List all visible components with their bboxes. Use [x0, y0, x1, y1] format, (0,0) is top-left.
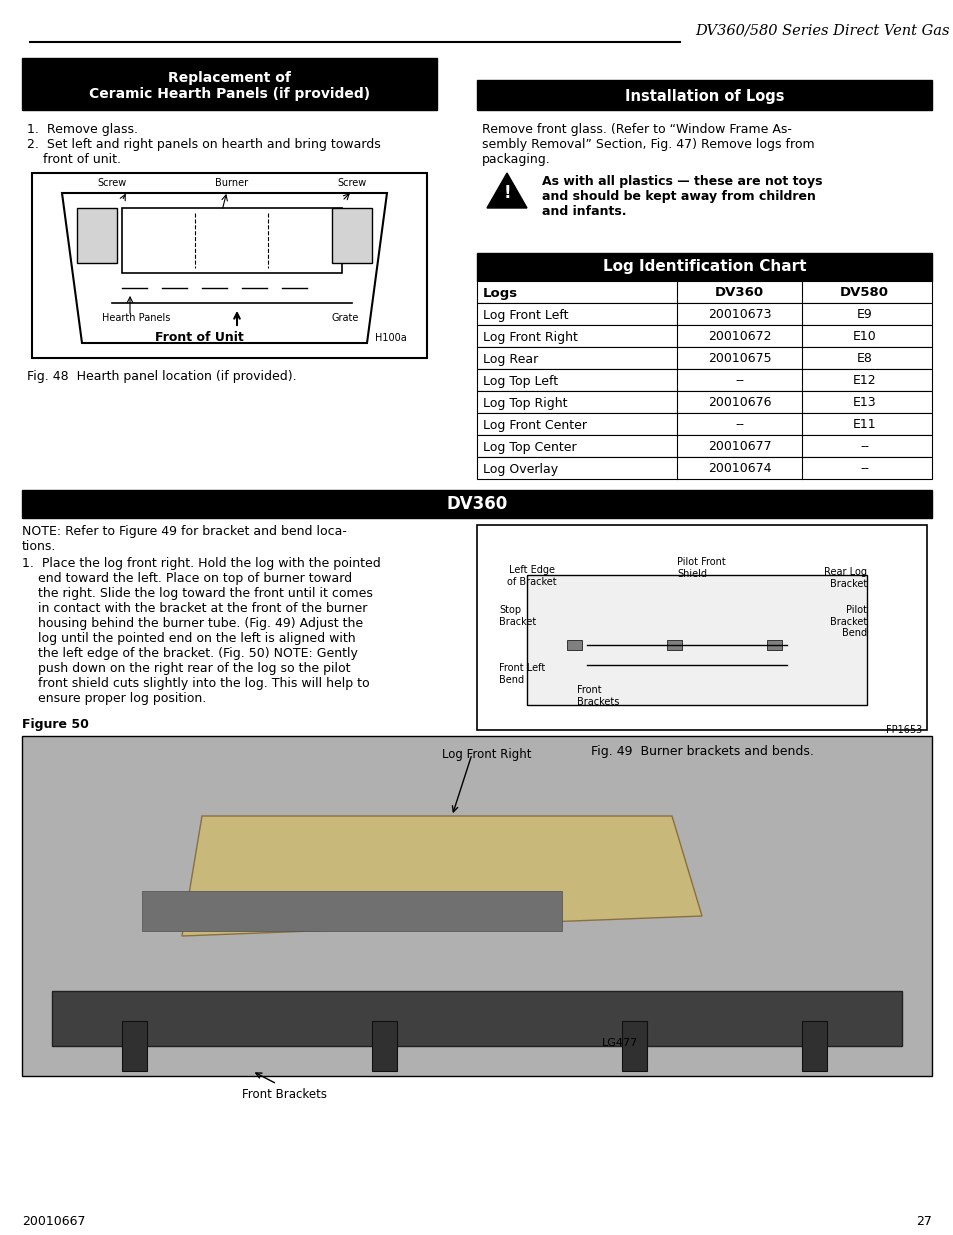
- FancyBboxPatch shape: [32, 173, 427, 358]
- FancyBboxPatch shape: [476, 457, 931, 479]
- Text: Pilot
Bracket
Bend: Pilot Bracket Bend: [829, 605, 866, 638]
- Text: 20010674: 20010674: [707, 462, 770, 475]
- Text: FP1653: FP1653: [884, 725, 921, 735]
- FancyBboxPatch shape: [142, 890, 561, 931]
- Text: DV360: DV360: [446, 495, 507, 513]
- Text: !: !: [502, 184, 510, 203]
- Polygon shape: [182, 816, 701, 936]
- Text: 20010675: 20010675: [707, 352, 771, 366]
- Polygon shape: [486, 173, 526, 207]
- Text: Installation of Logs: Installation of Logs: [624, 89, 783, 104]
- Text: 20010677: 20010677: [707, 441, 771, 453]
- FancyBboxPatch shape: [476, 412, 931, 435]
- Text: 1.  Place the log front right. Hold the log with the pointed
    end toward the : 1. Place the log front right. Hold the l…: [22, 557, 380, 705]
- Text: Log Top Center: Log Top Center: [482, 441, 576, 453]
- Text: 2.  Set left and right panels on hearth and bring towards
    front of unit.: 2. Set left and right panels on hearth a…: [27, 138, 380, 165]
- Text: Rear Log
Bracket: Rear Log Bracket: [823, 567, 866, 589]
- FancyBboxPatch shape: [476, 391, 931, 412]
- Text: Screw: Screw: [337, 178, 367, 188]
- Text: --: --: [859, 441, 868, 453]
- Text: Front Brackets: Front Brackets: [242, 1088, 327, 1100]
- FancyBboxPatch shape: [22, 736, 931, 1076]
- FancyBboxPatch shape: [22, 490, 931, 517]
- FancyBboxPatch shape: [22, 58, 436, 110]
- Text: Log Top Right: Log Top Right: [482, 396, 567, 410]
- FancyBboxPatch shape: [476, 347, 931, 369]
- FancyBboxPatch shape: [476, 80, 931, 110]
- Text: Log Rear: Log Rear: [482, 352, 537, 366]
- FancyBboxPatch shape: [476, 282, 931, 303]
- FancyBboxPatch shape: [476, 525, 926, 730]
- Text: Replacement of
Ceramic Hearth Panels (if provided): Replacement of Ceramic Hearth Panels (if…: [89, 70, 370, 101]
- Text: Grate: Grate: [332, 312, 359, 324]
- Text: E12: E12: [852, 374, 876, 388]
- FancyBboxPatch shape: [122, 207, 341, 273]
- Text: Log Front Center: Log Front Center: [482, 419, 586, 431]
- Text: Figure 50: Figure 50: [22, 718, 89, 731]
- Text: --: --: [734, 374, 743, 388]
- Text: DV360/580 Series Direct Vent Gas Fireplace: DV360/580 Series Direct Vent Gas Firepla…: [695, 23, 953, 38]
- Text: Front Left
Bend: Front Left Bend: [498, 663, 545, 684]
- Text: H100a: H100a: [375, 333, 407, 343]
- Text: Log Front Left: Log Front Left: [482, 309, 568, 321]
- Text: E9: E9: [856, 309, 871, 321]
- FancyBboxPatch shape: [566, 640, 581, 650]
- FancyBboxPatch shape: [476, 325, 931, 347]
- Text: E13: E13: [852, 396, 876, 410]
- Text: 20010672: 20010672: [707, 331, 770, 343]
- Text: DV360: DV360: [714, 287, 763, 300]
- FancyBboxPatch shape: [52, 990, 901, 1046]
- Text: --: --: [859, 462, 868, 475]
- FancyBboxPatch shape: [77, 207, 117, 263]
- Text: 27: 27: [915, 1215, 931, 1228]
- Text: Left Edge
of Bracket: Left Edge of Bracket: [507, 564, 557, 587]
- Text: Log Front Right: Log Front Right: [482, 331, 578, 343]
- Text: Pilot Front
Shield: Pilot Front Shield: [677, 557, 725, 579]
- Text: Logs: Logs: [482, 287, 517, 300]
- Text: LG477: LG477: [601, 1037, 638, 1049]
- FancyBboxPatch shape: [766, 640, 781, 650]
- FancyBboxPatch shape: [332, 207, 372, 263]
- FancyBboxPatch shape: [666, 640, 681, 650]
- Text: Remove front glass. (Refer to “Window Frame As-
sembly Removal” Section, Fig. 47: Remove front glass. (Refer to “Window Fr…: [481, 124, 814, 165]
- Text: E8: E8: [856, 352, 872, 366]
- FancyBboxPatch shape: [526, 576, 866, 705]
- Text: Screw: Screw: [97, 178, 127, 188]
- FancyBboxPatch shape: [476, 435, 931, 457]
- Text: Log Identification Chart: Log Identification Chart: [602, 259, 805, 274]
- FancyBboxPatch shape: [621, 1021, 646, 1071]
- Text: Log Overlay: Log Overlay: [482, 462, 558, 475]
- Text: 20010676: 20010676: [707, 396, 770, 410]
- Text: Fig. 49  Burner brackets and bends.: Fig. 49 Burner brackets and bends.: [590, 745, 813, 758]
- Text: Front of Unit: Front of Unit: [155, 331, 244, 345]
- FancyBboxPatch shape: [476, 303, 931, 325]
- Text: 1.  Remove glass.: 1. Remove glass.: [27, 124, 138, 136]
- Text: As with all plastics — these are not toys
and should be kept away from children
: As with all plastics — these are not toy…: [541, 175, 821, 219]
- Text: Log Front Right: Log Front Right: [441, 748, 531, 761]
- Text: Fig. 48  Hearth panel location (if provided).: Fig. 48 Hearth panel location (if provid…: [27, 370, 296, 383]
- Text: E11: E11: [852, 419, 876, 431]
- Text: Burner: Burner: [215, 178, 249, 188]
- Text: Front
Brackets: Front Brackets: [577, 685, 618, 706]
- FancyBboxPatch shape: [476, 369, 931, 391]
- FancyBboxPatch shape: [801, 1021, 826, 1071]
- Text: 20010673: 20010673: [707, 309, 770, 321]
- Text: DV580: DV580: [840, 287, 888, 300]
- Text: Hearth Panels: Hearth Panels: [102, 312, 171, 324]
- Text: --: --: [734, 419, 743, 431]
- Text: Log Top Left: Log Top Left: [482, 374, 558, 388]
- FancyBboxPatch shape: [476, 253, 931, 282]
- Text: 20010667: 20010667: [22, 1215, 86, 1228]
- Text: NOTE: Refer to Figure 49 for bracket and bend loca-
tions.: NOTE: Refer to Figure 49 for bracket and…: [22, 525, 347, 553]
- FancyBboxPatch shape: [372, 1021, 396, 1071]
- Text: Stop
Bracket: Stop Bracket: [498, 605, 536, 626]
- Text: E10: E10: [852, 331, 876, 343]
- FancyBboxPatch shape: [122, 1021, 147, 1071]
